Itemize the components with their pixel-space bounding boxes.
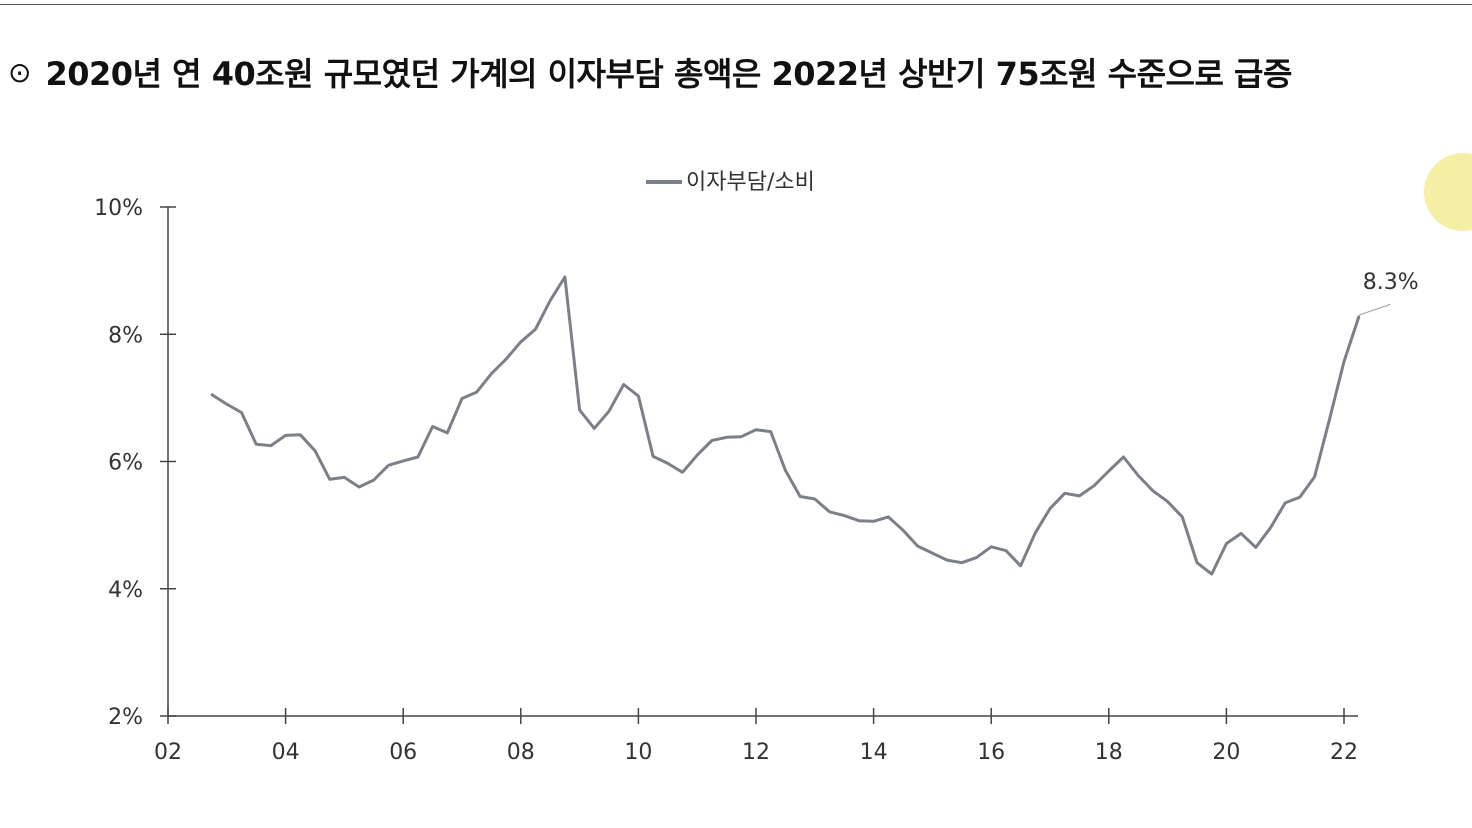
- y-tick-label: 4%: [108, 578, 143, 603]
- chart-axes: 2% 4% 6% 8% 10% 02 04 06 08 10 12 14 16 18 20 22: [94, 196, 1358, 765]
- x-tick-label: 18: [1095, 740, 1123, 765]
- x-tick-label: 06: [389, 740, 417, 765]
- x-tick-label: 12: [742, 740, 770, 765]
- x-tick-label: 22: [1330, 740, 1358, 765]
- x-tick-label: 14: [860, 740, 888, 765]
- chart-annotation: 8.3%: [1358, 270, 1419, 316]
- x-tick-label: 04: [272, 740, 300, 765]
- y-tick-label: 2%: [108, 705, 143, 730]
- x-tick-label: 16: [977, 740, 1005, 765]
- chart-legend: 이자부담/소비: [646, 170, 815, 195]
- title-bullet-icon: ⊙: [8, 55, 32, 89]
- y-tick-label: 10%: [94, 196, 143, 221]
- title-text: 2020년 연 40조원 규모였던 가계의 이자부담 총액은 2022년 상반기…: [45, 55, 1292, 93]
- x-tick-label: 20: [1212, 740, 1240, 765]
- series-line: [210, 275, 1361, 576]
- top-rule: [0, 4, 1472, 5]
- legend-label: 이자부담/소비: [686, 170, 815, 195]
- annotation-label: 8.3%: [1363, 270, 1419, 295]
- y-tick-label: 8%: [108, 323, 143, 348]
- x-tick-label: 10: [624, 740, 652, 765]
- x-tick-label: 08: [507, 740, 535, 765]
- y-tick-label: 6%: [108, 451, 143, 476]
- slide-title: ⊙ 2020년 연 40조원 규모였던 가계의 이자부담 총액은 2022년 상…: [8, 44, 1292, 100]
- chart-series: [210, 275, 1361, 576]
- x-tick-label: 02: [154, 740, 182, 765]
- annotation-leader: [1358, 303, 1391, 316]
